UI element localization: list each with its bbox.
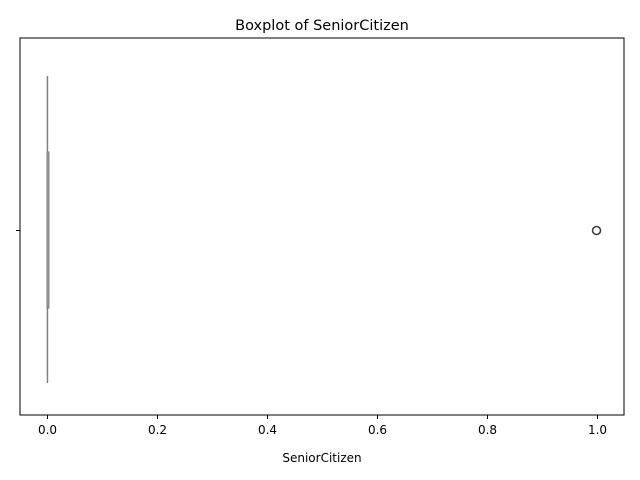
plot-area-frame bbox=[19, 37, 625, 416]
outlier-point bbox=[591, 225, 602, 236]
x-axis-ticks: 0.0 0.2 0.4 0.6 0.8 1.0 bbox=[38, 415, 607, 437]
x-axis-label: SeniorCitizen bbox=[282, 451, 361, 465]
x-tick-label: 0.0 bbox=[38, 423, 57, 437]
x-tick-label: 0.4 bbox=[258, 423, 277, 437]
x-tick-label: 0.8 bbox=[478, 423, 497, 437]
x-tick-label: 0.2 bbox=[148, 423, 167, 437]
x-tick-label: 1.0 bbox=[588, 423, 607, 437]
x-tick-label: 0.6 bbox=[368, 423, 387, 437]
outlier-group bbox=[591, 225, 602, 236]
box-group bbox=[46, 76, 50, 383]
chart-title: Boxplot of SeniorCitizen bbox=[235, 18, 409, 34]
box-iqr bbox=[46, 151, 50, 309]
